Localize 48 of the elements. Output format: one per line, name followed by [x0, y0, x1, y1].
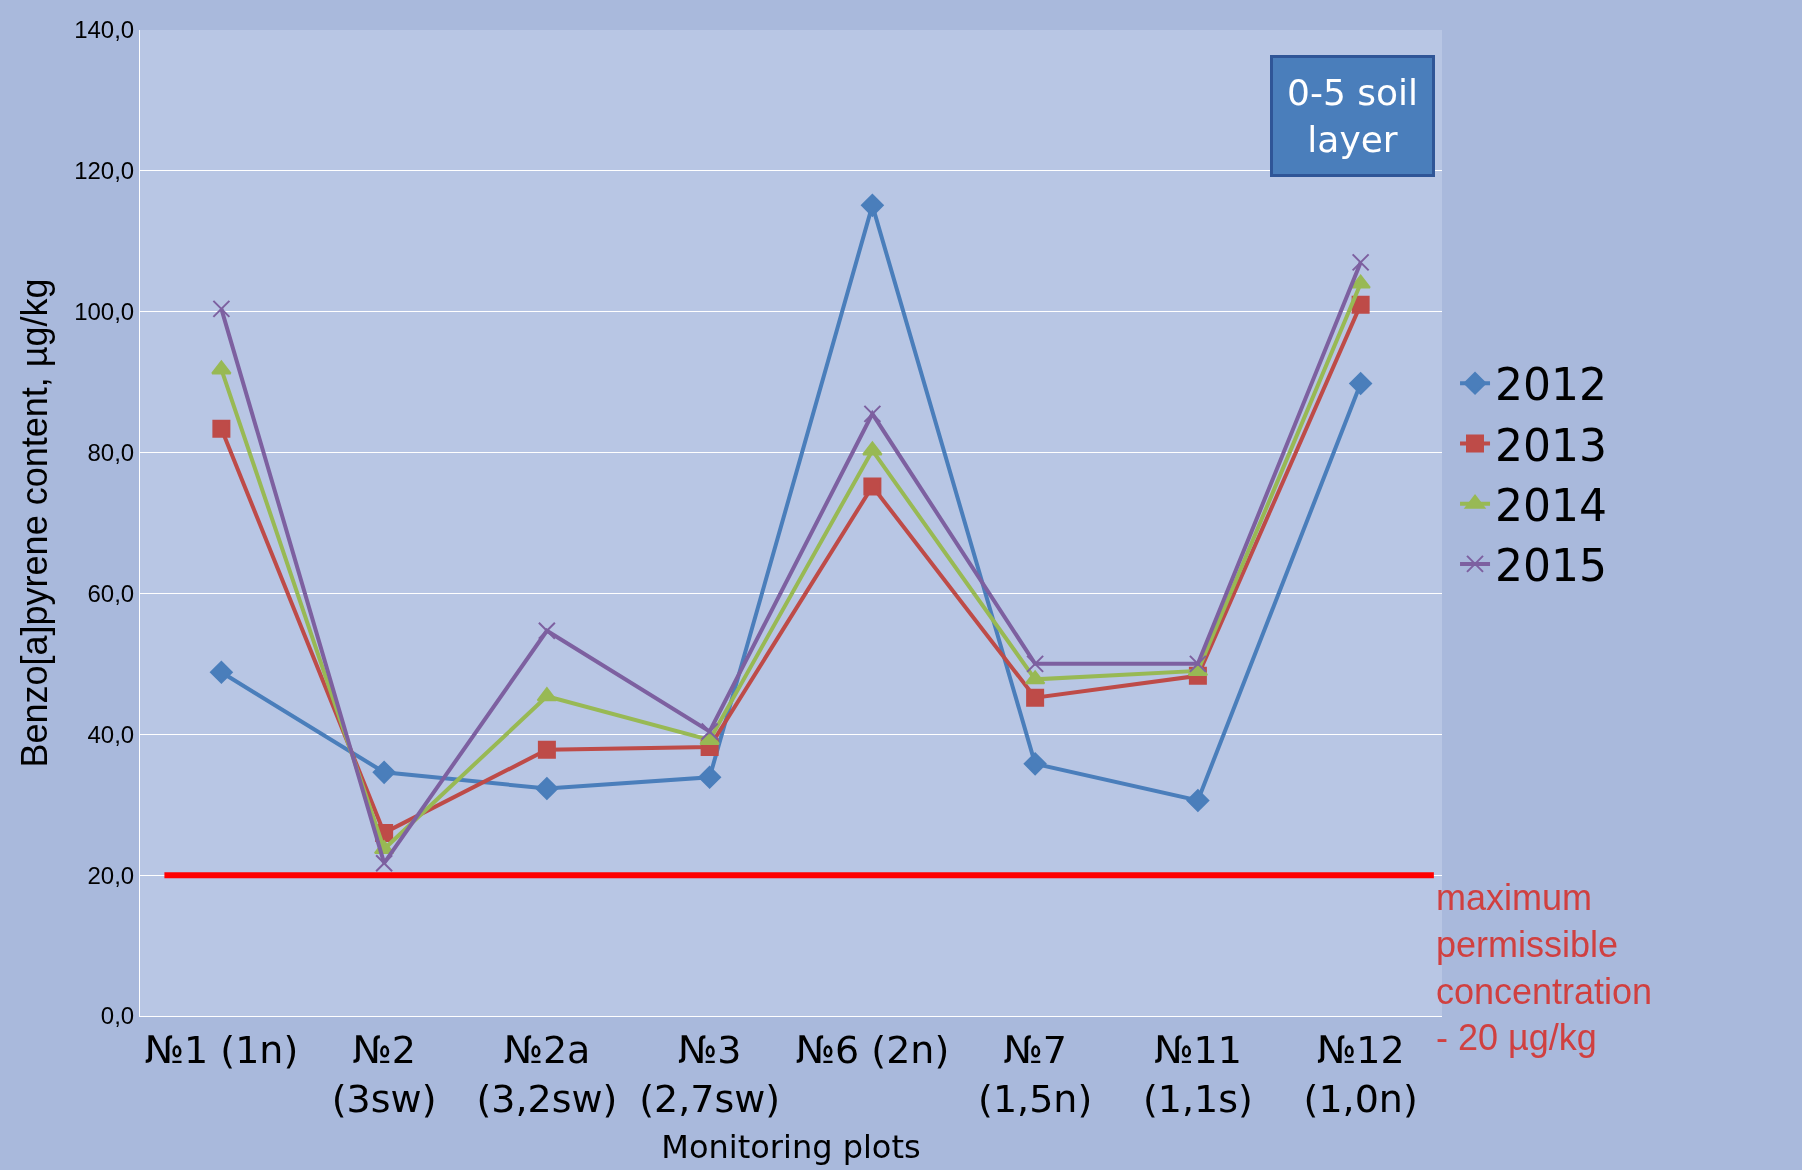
point [211, 360, 232, 375]
point [1351, 253, 1370, 272]
legend-label: 2014 [1495, 479, 1607, 531]
point [698, 765, 722, 789]
x-tick-label: №6 (2n) [795, 1027, 950, 1072]
x-axis-title: Monitoring plots [661, 1127, 921, 1166]
x-tick-label: №2a (3,2sw) [476, 1027, 618, 1121]
point [863, 404, 882, 423]
point [862, 441, 883, 456]
point [1350, 274, 1371, 289]
point [535, 777, 559, 800]
legend-label: 2012 [1495, 359, 1607, 411]
y-tick-label: 140,0 [74, 16, 135, 44]
y-tick-label: 100,0 [74, 298, 135, 326]
point [212, 419, 231, 438]
y-tick-label: 80,0 [87, 438, 135, 466]
point [860, 193, 884, 217]
legend-label: 2013 [1495, 419, 1607, 471]
y-tick-label: 120,0 [74, 157, 135, 185]
point [375, 854, 394, 873]
x-tick-label: №12 (1,0n) [1303, 1027, 1418, 1121]
ref-line-label: maximum permissible concentration - 20 µg/kg [1436, 877, 1653, 1059]
point [1349, 372, 1373, 395]
annotation: 0-5 soil layer [1287, 72, 1419, 160]
y-tick-label: 20,0 [87, 861, 135, 889]
y-tick-label: 40,0 [87, 720, 135, 748]
point [212, 299, 231, 318]
x-tick-label: №1 (1n) [144, 1027, 299, 1072]
x-tick-label: №2 (3sw) [331, 1027, 437, 1121]
point [1026, 688, 1045, 707]
x-tick-label: №7 (1,5n) [978, 1027, 1093, 1121]
point [537, 621, 556, 640]
point [863, 477, 882, 496]
point [1186, 789, 1210, 812]
x-tick-label: №11 (1,1s) [1142, 1027, 1253, 1121]
point [209, 660, 233, 684]
point [372, 760, 396, 784]
point [700, 722, 719, 741]
x-tick-label: №3 (2,7sw) [639, 1027, 781, 1121]
legend-label: 2015 [1495, 540, 1607, 592]
y-axis-title: Benzo[a]pyrene content, µg/kg [14, 278, 56, 768]
point [1026, 654, 1045, 673]
y-tick-label: 0,0 [100, 1002, 135, 1030]
point [1188, 654, 1207, 673]
point [1023, 752, 1047, 776]
point [1351, 295, 1370, 314]
point [537, 740, 556, 759]
y-tick-label: 60,0 [87, 579, 135, 607]
